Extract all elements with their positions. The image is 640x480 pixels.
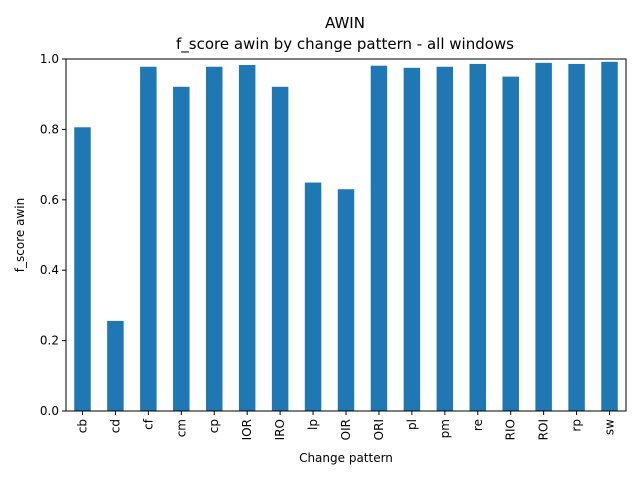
bars-group: [74, 61, 618, 412]
plot-frame: [65, 58, 627, 412]
bar-lp: [304, 182, 322, 411]
bar-pl: [403, 67, 421, 412]
x-tick-label: cd: [108, 419, 122, 433]
chart-subtitle: f_score awin by change pattern - all win…: [176, 35, 514, 54]
x-tick-label: sw: [603, 419, 617, 435]
x-tick-label: OIR: [339, 419, 353, 440]
x-tick-label: pm: [438, 419, 452, 438]
bar-re: [469, 63, 486, 412]
y-tick-label: 0.4: [40, 263, 59, 277]
x-tick-label: rp: [570, 419, 584, 432]
x-tick-label: IOR: [240, 419, 254, 440]
x-tick-label: IRO: [273, 419, 287, 440]
x-tick-label: cb: [75, 419, 89, 433]
bar-cp: [206, 66, 223, 412]
x-axis: cb cd cf cm cp IOR IRO lp OIR ORI pl pm re RIO ROI rp sw: [75, 411, 617, 440]
bar-IOR: [238, 64, 256, 411]
bar-RIO: [502, 76, 519, 411]
bar-cd: [107, 320, 124, 411]
bar-ROI: [535, 62, 552, 412]
y-tick-label: 1.0: [40, 52, 59, 66]
x-tick-label: cf: [141, 418, 155, 430]
x-tick-label: pl: [405, 419, 419, 430]
bar-OIR: [337, 189, 355, 411]
bar-ORI: [370, 65, 388, 411]
y-axis-label: f_score awin: [13, 198, 27, 272]
x-tick-label: re: [471, 419, 485, 431]
y-tick-label: 0.2: [40, 334, 59, 348]
bar-cm: [173, 86, 190, 411]
x-tick-label: ROI: [537, 419, 551, 440]
bar-pm: [436, 66, 454, 412]
x-axis-label: Change pattern: [299, 451, 393, 465]
x-tick-label: cm: [174, 419, 188, 437]
chart-title: AWIN: [325, 14, 365, 32]
bar-sw: [601, 61, 618, 411]
x-tick-label: cp: [207, 419, 221, 433]
y-tick-label: 0.8: [40, 122, 59, 136]
bar-cf: [140, 66, 157, 412]
y-axis: 0.0 0.2 0.4 0.6 0.8 1.0: [40, 52, 66, 418]
x-tick-label: ORI: [372, 419, 386, 440]
y-tick-label: 0.0: [40, 404, 59, 418]
bar-cb: [74, 127, 91, 411]
y-tick-label: 0.6: [40, 193, 59, 207]
x-tick-label: RIO: [504, 419, 518, 440]
bar-rp: [568, 63, 585, 412]
x-tick-label: lp: [306, 419, 320, 430]
bar-IRO: [271, 86, 289, 411]
